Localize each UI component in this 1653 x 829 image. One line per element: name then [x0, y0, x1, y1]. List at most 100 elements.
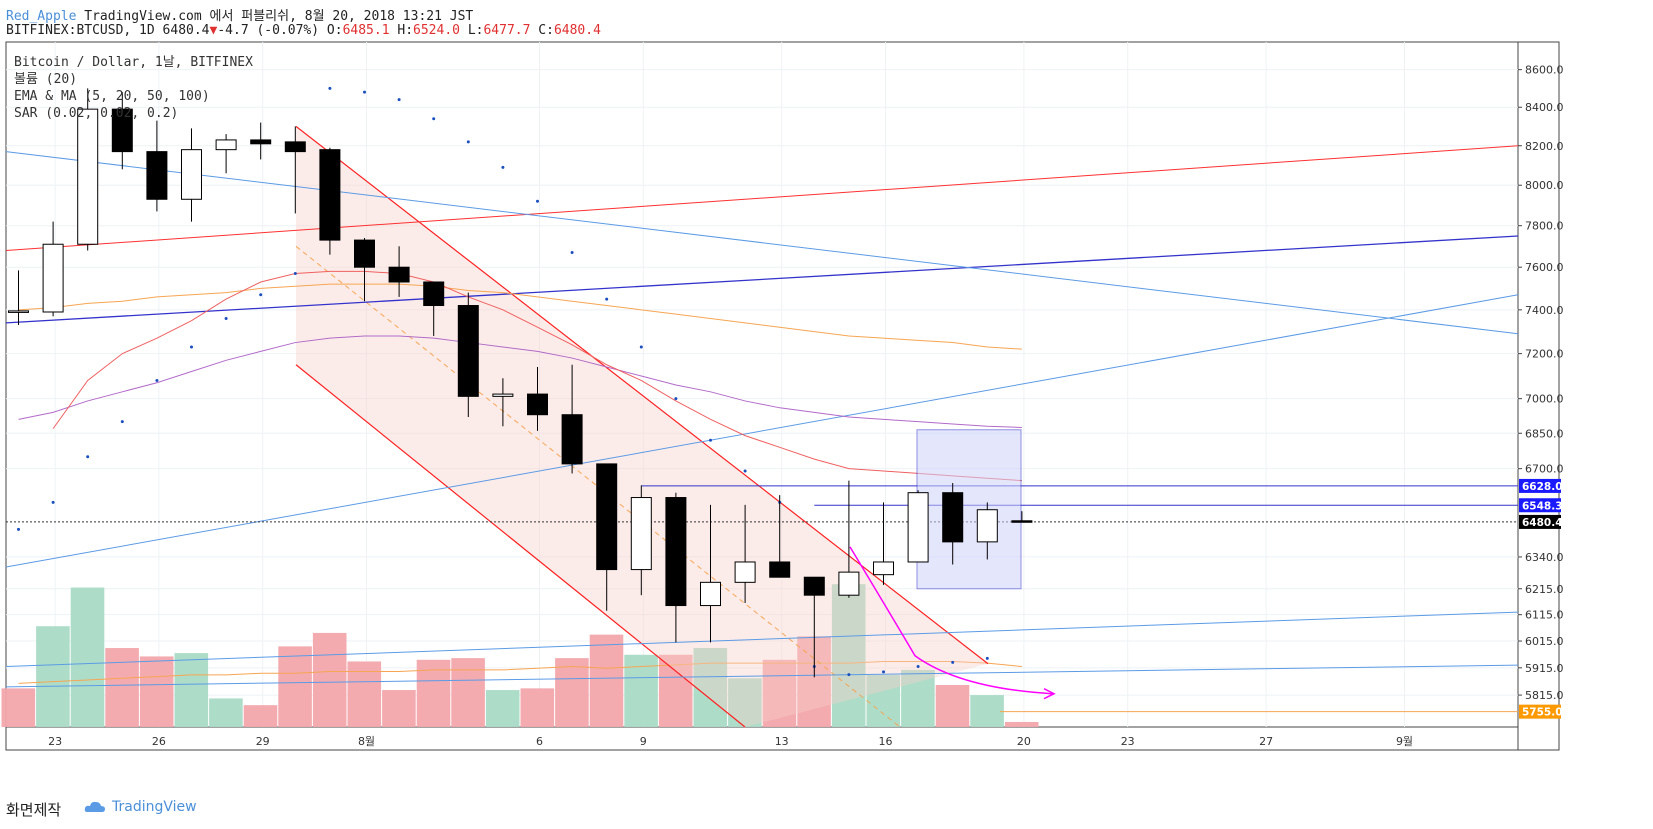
candle-body [388, 266, 410, 283]
x-tick-label: 20 [1017, 735, 1031, 748]
close-value: 6480.4 [553, 23, 601, 38]
candle-body [700, 581, 721, 607]
x-tick-label: 23 [1121, 735, 1135, 748]
sar-dot [709, 438, 712, 442]
candle-body [838, 571, 860, 596]
sar-dot [51, 500, 55, 504]
sar-dot [674, 397, 678, 401]
y-tick-label: 7600.0 [1525, 261, 1564, 274]
price-tag [1519, 704, 1561, 719]
volume-bar [762, 659, 797, 727]
volume-bar [970, 695, 1004, 727]
sar-dot [847, 673, 851, 677]
y-tick-label: 7000.0 [1525, 393, 1564, 406]
open-value: 6485.1 [342, 23, 390, 38]
symbol-label: BITFINEX:BTCUSD, 1D [6, 23, 155, 38]
chart-frame [5, 41, 1560, 751]
y-tick-label: 5815.0 [1525, 689, 1564, 702]
price-axis[interactable]: 8600.0 8400.0 8200.0 8000.0 7800.0 7600.0 7400… [1518, 64, 1564, 719]
volume-bar [36, 626, 70, 727]
candle-body [561, 414, 583, 465]
arrow-head [1043, 688, 1056, 700]
low-label: L: [467, 23, 484, 38]
candle-body [734, 561, 756, 583]
candle-body [1011, 520, 1033, 523]
candle-body [492, 393, 514, 397]
projection-arrow [849, 546, 1053, 695]
light-blue-support-1 [5, 611, 1519, 667]
candle-body [873, 561, 894, 576]
sar-dot [639, 345, 643, 349]
sar-dot [259, 293, 263, 297]
candle-body [319, 149, 341, 241]
volume-bar [382, 690, 416, 727]
volume-bar [935, 685, 970, 727]
legend-volume: 볼륨 (20) [14, 72, 77, 87]
sar-dot [86, 455, 90, 459]
price-tag-label: 6628.0 [1522, 481, 1563, 493]
y-tick-label: 5915.0 [1525, 662, 1564, 675]
y-tick-label: 8400.0 [1525, 101, 1564, 114]
volume-bar [555, 658, 589, 727]
time-axis[interactable]: 23 26 29 8월 6 9 13 16 20 23 27 9월 [48, 735, 1413, 748]
chart-legend: Bitcoin / Dollar, 1날, BITFINEX 볼륨 (20) E… [14, 55, 253, 121]
volume-bar [278, 646, 312, 727]
low-value: 6477.7 [483, 23, 531, 38]
ema-red-line [52, 270, 1022, 482]
candle-body [146, 151, 168, 200]
ohlc-header: BITFINEX:BTCUSD, 1D 6480.4▼-4.7 (-0.07%)… [6, 23, 601, 38]
candle-body [181, 149, 202, 200]
sar-dot [605, 297, 609, 301]
sar-dot [432, 117, 436, 121]
volume-bar [1004, 721, 1039, 727]
sar-dot [536, 199, 539, 203]
y-tick-label: 6015.0 [1525, 635, 1564, 648]
volume-bar [70, 587, 105, 727]
sar-dot [328, 86, 332, 90]
channel-lower-line [295, 364, 746, 728]
candle-body [250, 139, 272, 145]
y-tick-label: 7800.0 [1525, 220, 1564, 233]
legend-ema-ma: EMA & MA (5, 20, 50, 100) [14, 89, 210, 104]
volume-ma-line [18, 660, 1022, 684]
last-price: 6480.4 [162, 23, 210, 38]
y-tick-label: 8600.0 [1525, 64, 1564, 77]
author-link[interactable]: Red_Apple [6, 9, 77, 24]
channel-upper-line [295, 125, 989, 665]
volume-bar [174, 653, 209, 727]
volume-bar [693, 648, 728, 727]
light-blue-support-2 [5, 664, 1519, 688]
blue-trendline [5, 235, 1519, 324]
price-tag-label: 6480.4 [1522, 517, 1563, 529]
volume-bar [243, 705, 278, 727]
price-change: -4.7 (-0.07%) [217, 23, 320, 38]
ma-orange-line [18, 283, 1022, 350]
light-blue-downtrend [5, 151, 1519, 335]
ma-purple-line [18, 335, 1022, 428]
x-tick-label: 23 [48, 735, 62, 748]
tradingview-brand[interactable]: TradingView [84, 799, 197, 815]
legend-symbol: Bitcoin / Dollar, 1날, BITFINEX [14, 55, 253, 70]
y-tick-label: 6700.0 [1525, 463, 1564, 476]
volume-bar [866, 674, 901, 727]
candle-body [630, 497, 652, 571]
high-value: 6524.0 [413, 23, 460, 38]
sar-dot [951, 660, 955, 664]
sar-dot [501, 165, 505, 169]
sar-dot [17, 527, 20, 531]
x-tick-label: 29 [256, 735, 270, 748]
sar-dot [293, 272, 297, 276]
candle-body [354, 239, 375, 268]
volume-bar [139, 656, 174, 727]
x-tick-label: 13 [775, 735, 789, 748]
sar-dot [155, 378, 159, 382]
sar-dot [985, 656, 989, 660]
candles [8, 88, 1033, 678]
volume-bar [451, 658, 485, 727]
sar-dot [363, 90, 366, 94]
candle-body [457, 305, 479, 397]
candle-body [665, 497, 687, 607]
volume-bar [1, 688, 36, 727]
price-tag-label: 5755.0 [1522, 707, 1563, 719]
